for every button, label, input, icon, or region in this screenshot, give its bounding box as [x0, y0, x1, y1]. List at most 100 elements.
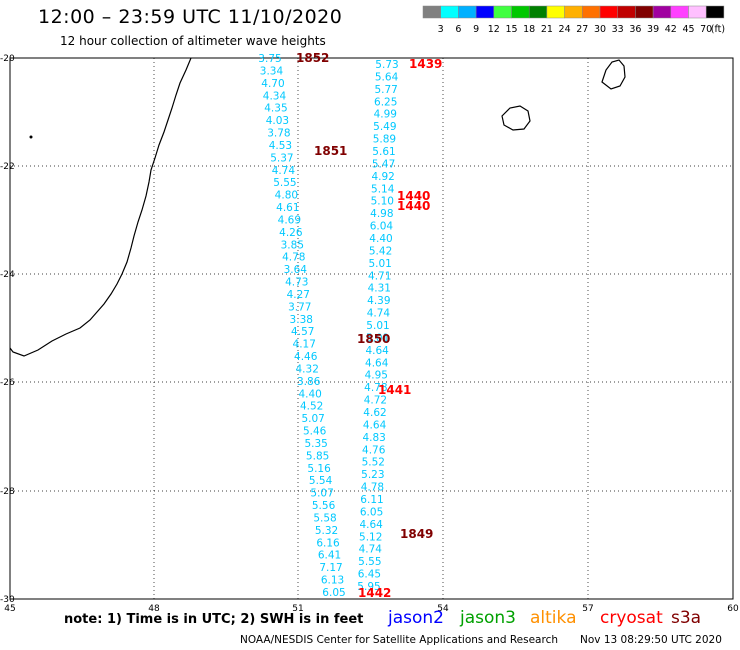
wave-height-value: 6.05	[360, 506, 383, 518]
wave-height-value: 4.76	[362, 444, 386, 456]
wave-height-value: 4.39	[367, 295, 390, 307]
wave-height-value: 4.31	[368, 283, 391, 295]
wave-height-value: 5.46	[303, 426, 327, 438]
wave-height-value: 5.14	[371, 183, 395, 195]
wave-height-value: 3.75	[258, 53, 281, 65]
orbit-pass-number: 1440	[397, 189, 430, 203]
wave-height-value: 5.07	[310, 488, 333, 500]
wave-height-value: 4.40	[298, 388, 321, 400]
lat-label: -20	[0, 54, 15, 64]
wave-height-value: 5.32	[315, 525, 338, 537]
scale-swatch	[511, 5, 530, 19]
scale-swatch	[635, 5, 654, 19]
wave-height-value: 4.72	[364, 395, 387, 407]
wave-height-value: 4.92	[371, 171, 394, 183]
wave-height-value: 4.17	[293, 339, 316, 351]
wave-height-value: 4.70	[261, 78, 284, 90]
wave-height-value: 5.64	[375, 71, 399, 83]
wave-height-value: 4.74	[359, 544, 383, 556]
orbit-pass-number: 1852	[296, 51, 329, 65]
scale-label: 12	[488, 24, 500, 35]
wave-height-value: 4.74	[367, 308, 391, 320]
wave-height-value: 5.73	[375, 59, 398, 71]
wave-height-value: 6.45	[358, 569, 381, 581]
wave-height-value: 5.95	[357, 581, 380, 593]
wave-height-value: 4.64	[359, 519, 383, 531]
scale-swatch	[582, 5, 601, 19]
lon-label: 60	[727, 604, 739, 614]
wave-height-value: 6.04	[370, 221, 394, 233]
scale-swatch	[546, 5, 565, 19]
orbit-pass-number: 1851	[314, 144, 347, 158]
lat-label: -22	[0, 162, 15, 172]
scale-label: 39	[647, 24, 659, 35]
wave-height-value: 4.64	[365, 357, 389, 369]
lat-label: -26	[0, 378, 15, 388]
map-title: 12:00 – 23:59 UTC 11/10/2020	[38, 6, 343, 28]
wave-height-value: 5.61	[372, 146, 395, 158]
scale-label: 42	[665, 24, 677, 35]
grid-lines	[10, 58, 733, 599]
wave-height-value: 4.64	[365, 345, 389, 357]
scale-swatch	[688, 5, 707, 19]
scale-label: 27	[576, 24, 588, 35]
wave-height-value: 4.95	[365, 370, 388, 382]
wave-height-value: 5.01	[366, 332, 389, 344]
wave-height-value: 5.10	[371, 196, 394, 208]
scale-label: 36	[629, 24, 641, 35]
lon-label: 45	[4, 604, 15, 614]
wave-height-value: 4.57	[291, 326, 314, 338]
scale-label: 45	[682, 24, 694, 35]
wave-height-value: 4.78	[282, 252, 305, 264]
orbit-pass-number: 1441	[378, 383, 411, 397]
satellite-altika: altika	[530, 608, 577, 628]
wave-height-value: 5.23	[361, 469, 384, 481]
wave-height-value: 4.35	[264, 103, 287, 115]
wave-height-value: 4.53	[269, 140, 292, 152]
wave-height-value: 4.78	[364, 382, 387, 394]
wave-height-value: 3.77	[288, 301, 311, 313]
satellite-jason2: jason2	[388, 608, 444, 628]
lon-label: 54	[437, 604, 449, 614]
scale-swatch	[705, 5, 725, 19]
wave-height-value: 3.38	[290, 314, 313, 326]
scale-swatch	[458, 5, 477, 19]
wave-height-value: 4.61	[276, 202, 299, 214]
satellite-jason3: jason3	[460, 608, 516, 628]
wave-height-value: 5.01	[368, 258, 391, 270]
wave-height-value: 4.26	[279, 227, 303, 239]
wave-height-value: 4.83	[362, 432, 385, 444]
wave-height-value: 4.62	[363, 407, 386, 419]
track-west-wave-heights: 3.753.344.704.344.354.033.784.535.374.74…	[258, 53, 345, 599]
lat-label: -24	[0, 270, 15, 280]
map-frame	[9, 57, 734, 600]
lon-label: 51	[292, 604, 303, 614]
generated-timestamp: Nov 13 08:29:50 UTC 2020	[580, 634, 722, 646]
scale-label: 30	[594, 24, 606, 35]
wave-height-value: 6.05	[322, 587, 345, 599]
track-east-wave-heights: 5.735.645.776.254.995.495.895.615.474.92…	[357, 59, 398, 593]
wave-height-value: 5.54	[309, 475, 333, 487]
color-scale-legend: 3 6 9 12 15 18 21 24 27 30 33 36 39 42 45 70(ft)	[422, 5, 725, 35]
satellite-s3a: s3a	[671, 608, 702, 628]
wave-height-value: 5.77	[374, 84, 397, 96]
scale-swatch	[617, 5, 636, 19]
wave-height-value: 3.86	[297, 376, 321, 388]
wave-height-value: 4.32	[296, 363, 319, 375]
small-island-marker	[29, 135, 33, 139]
satellite-cryosat: cryosat	[600, 608, 663, 628]
scale-swatch	[475, 5, 495, 19]
scale-label: 9	[473, 24, 479, 35]
credit-line: NOAA/NESDIS Center for Satellite Applica…	[240, 634, 558, 646]
footer-note: note: 1) Time is in UTC; 2) SWH is in fe…	[64, 612, 364, 627]
wave-height-value: 3.85	[281, 239, 304, 251]
scale-label: 15	[505, 24, 517, 35]
wave-height-value: 4.40	[369, 233, 392, 245]
wave-height-value: 4.34	[263, 90, 287, 102]
wave-height-value: 5.01	[366, 320, 389, 332]
scale-label: (ft)	[711, 24, 725, 35]
orbit-pass-number: 1849	[400, 527, 433, 541]
wave-height-value: 5.56	[312, 500, 336, 512]
